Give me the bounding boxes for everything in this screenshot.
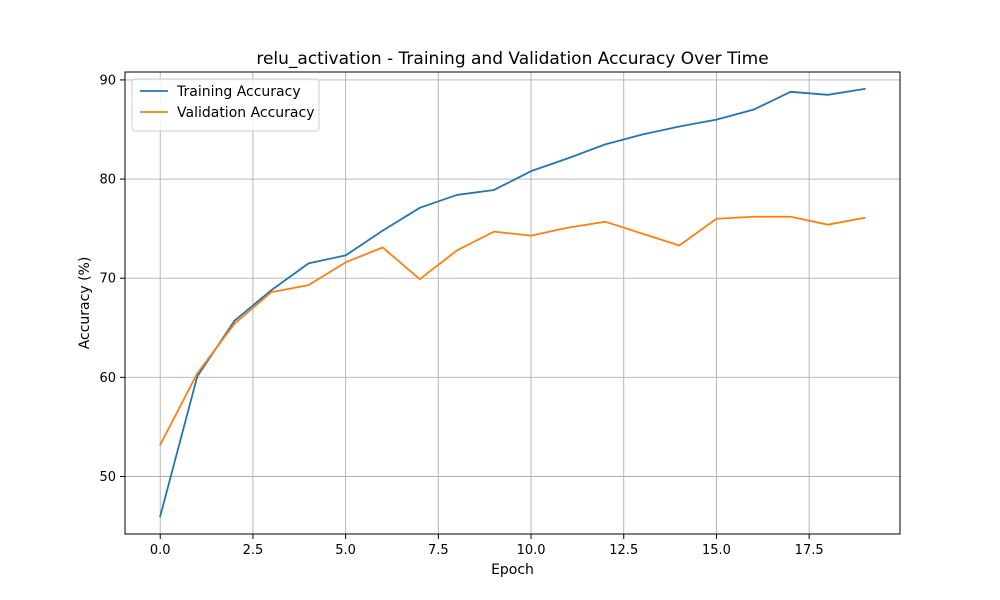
x-tick-label: 0.0 <box>150 543 171 558</box>
plot-frame <box>124 71 901 535</box>
x-tick-label: 10.0 <box>517 543 546 558</box>
x-tick-label: 7.5 <box>428 543 449 558</box>
y-axis-ticks: 50 60 70 80 90 <box>99 73 125 485</box>
x-tick-label: 5.0 <box>335 543 356 558</box>
x-tick-label: 2.5 <box>243 543 264 558</box>
x-axis-ticks: 0.0 2.5 5.0 7.5 10.0 12.5 15.0 17.5 <box>150 534 824 558</box>
x-tick-label: 12.5 <box>609 543 638 558</box>
y-tick-label: 60 <box>99 371 116 386</box>
series-line-validation-accuracy <box>159 215 866 446</box>
series-line-training-accuracy <box>159 87 866 518</box>
x-tick-label: 17.5 <box>795 543 824 558</box>
legend-label: Validation Accuracy <box>177 105 315 121</box>
legend: Training Accuracy Validation Accuracy <box>131 78 320 132</box>
series-lines <box>159 87 866 518</box>
legend-label: Training Accuracy <box>176 84 301 100</box>
y-tick-label: 50 <box>99 470 116 485</box>
legend-box <box>131 78 320 132</box>
x-axis-label: Epoch <box>491 562 534 578</box>
y-tick-label: 90 <box>99 73 116 88</box>
x-tick-label: 15.0 <box>702 543 731 558</box>
y-tick-label: 80 <box>99 173 116 188</box>
y-tick-label: 70 <box>99 272 116 287</box>
y-axis-label: Accuracy (%) <box>77 257 93 350</box>
grid-lines <box>125 72 900 534</box>
chart-title: relu_activation - Training and Validatio… <box>256 49 768 69</box>
